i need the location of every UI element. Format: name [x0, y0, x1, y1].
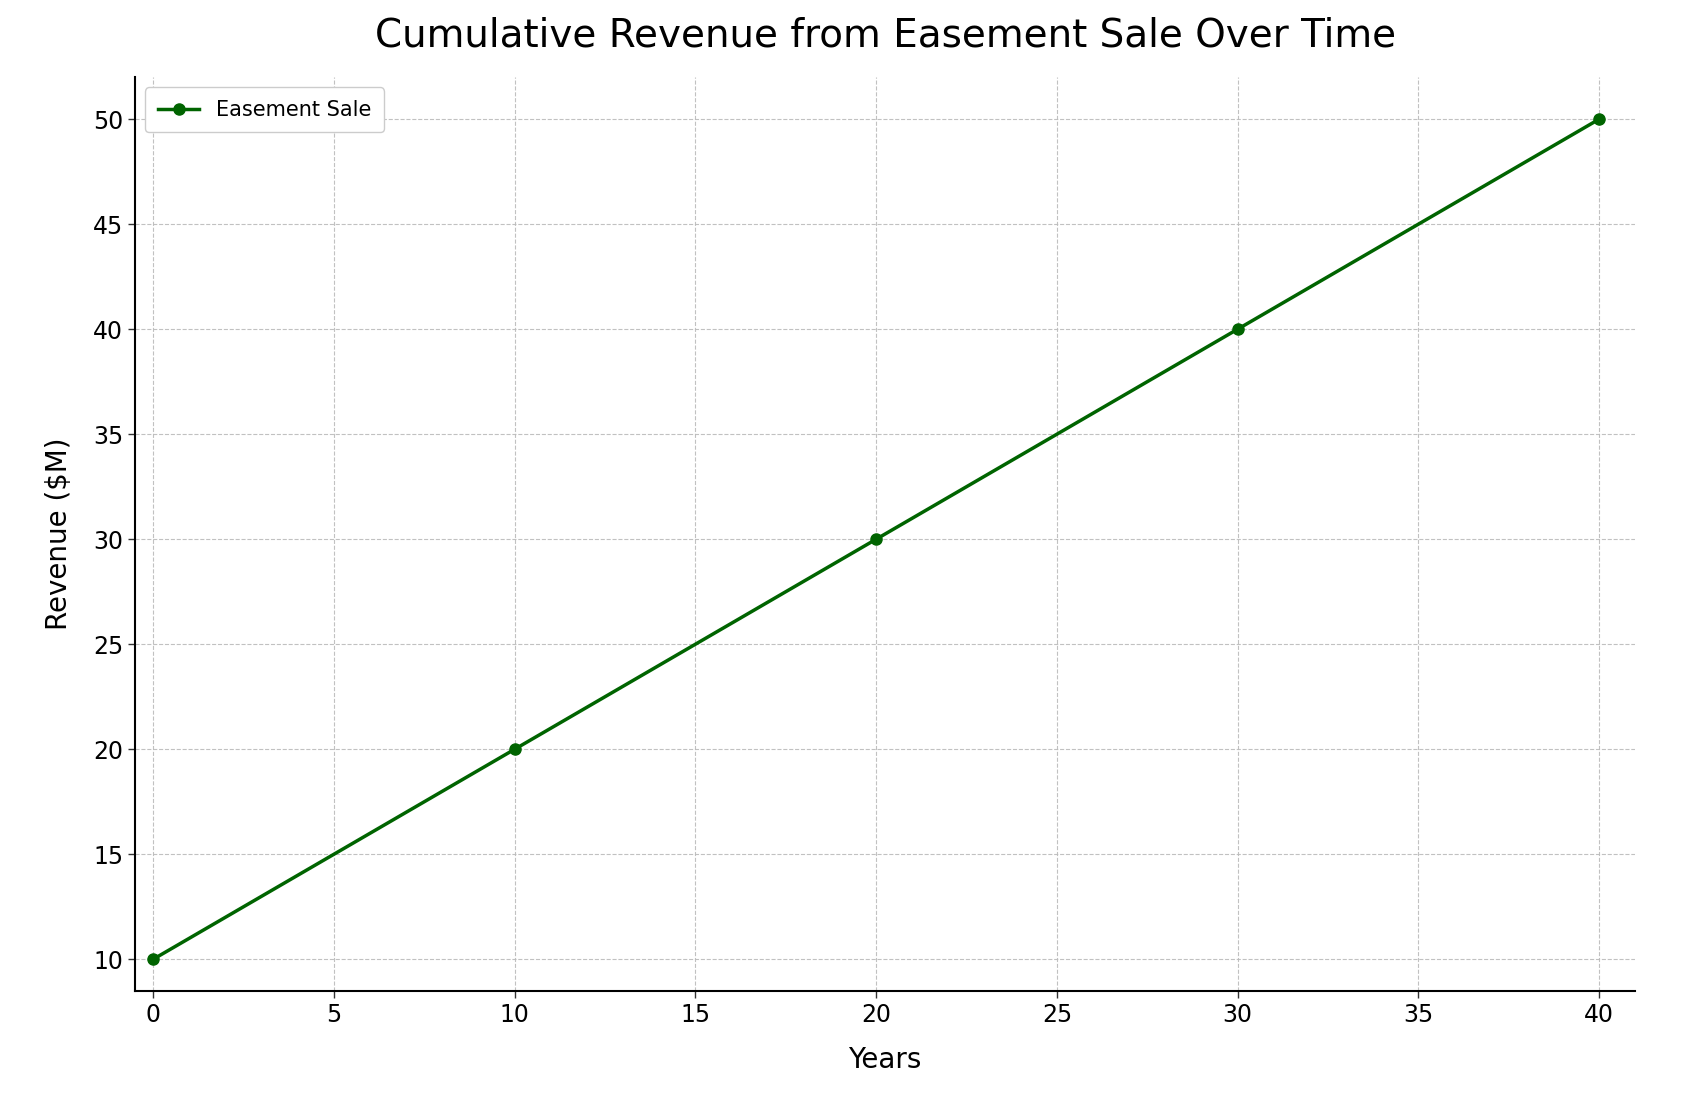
- Y-axis label: Revenue ($M): Revenue ($M): [46, 438, 74, 630]
- X-axis label: Years: Years: [848, 1046, 922, 1075]
- Easement Sale: [504, 743, 524, 756]
- Easement Sale: [1227, 323, 1248, 336]
- Legend: Easement Sale: Easement Sale: [145, 87, 384, 132]
- Title: Cumulative Revenue from Easement Sale Over Time: Cumulative Revenue from Easement Sale Ov…: [374, 17, 1396, 55]
- Easement Sale: [867, 533, 887, 546]
- Line: Easement Sale: Easement Sale: [147, 113, 1605, 964]
- Easement Sale: [1590, 112, 1610, 126]
- Easement Sale: [143, 952, 164, 966]
